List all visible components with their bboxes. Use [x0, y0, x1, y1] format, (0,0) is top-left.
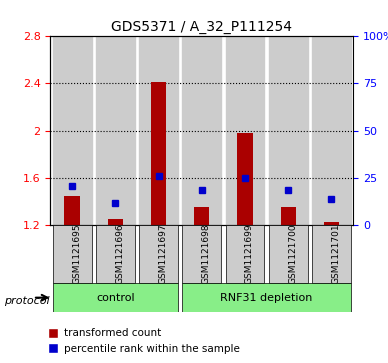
Text: GSM1121696: GSM1121696: [115, 224, 124, 285]
Bar: [108, 219, 123, 225]
Bar: [53, 36, 92, 225]
Bar: [237, 133, 253, 225]
Bar: [151, 82, 166, 225]
Text: GSM1121700: GSM1121700: [288, 224, 297, 285]
FancyBboxPatch shape: [225, 225, 265, 283]
Bar: [312, 36, 351, 225]
Bar: [281, 207, 296, 225]
FancyBboxPatch shape: [182, 283, 351, 312]
FancyBboxPatch shape: [312, 225, 351, 283]
Text: RNF31 depletion: RNF31 depletion: [220, 293, 313, 303]
FancyBboxPatch shape: [269, 225, 308, 283]
FancyBboxPatch shape: [53, 225, 92, 283]
FancyBboxPatch shape: [182, 225, 221, 283]
Bar: [64, 196, 80, 225]
Text: protocol: protocol: [4, 296, 50, 306]
Bar: [182, 36, 221, 225]
Text: GSM1121699: GSM1121699: [245, 224, 254, 285]
Text: GSM1121697: GSM1121697: [159, 224, 168, 285]
Text: GSM1121701: GSM1121701: [331, 224, 340, 285]
Bar: [194, 207, 210, 225]
FancyBboxPatch shape: [139, 225, 178, 283]
Text: GSM1121698: GSM1121698: [202, 224, 211, 285]
FancyBboxPatch shape: [53, 283, 178, 312]
Bar: [324, 221, 339, 225]
Legend: transformed count, percentile rank within the sample: transformed count, percentile rank withi…: [44, 324, 244, 358]
Bar: [139, 36, 178, 225]
Bar: [225, 36, 265, 225]
Text: GSM1121695: GSM1121695: [72, 224, 81, 285]
Text: control: control: [96, 293, 135, 303]
Bar: [269, 36, 308, 225]
Title: GDS5371 / A_32_P111254: GDS5371 / A_32_P111254: [111, 20, 292, 34]
Bar: [96, 36, 135, 225]
FancyBboxPatch shape: [96, 225, 135, 283]
